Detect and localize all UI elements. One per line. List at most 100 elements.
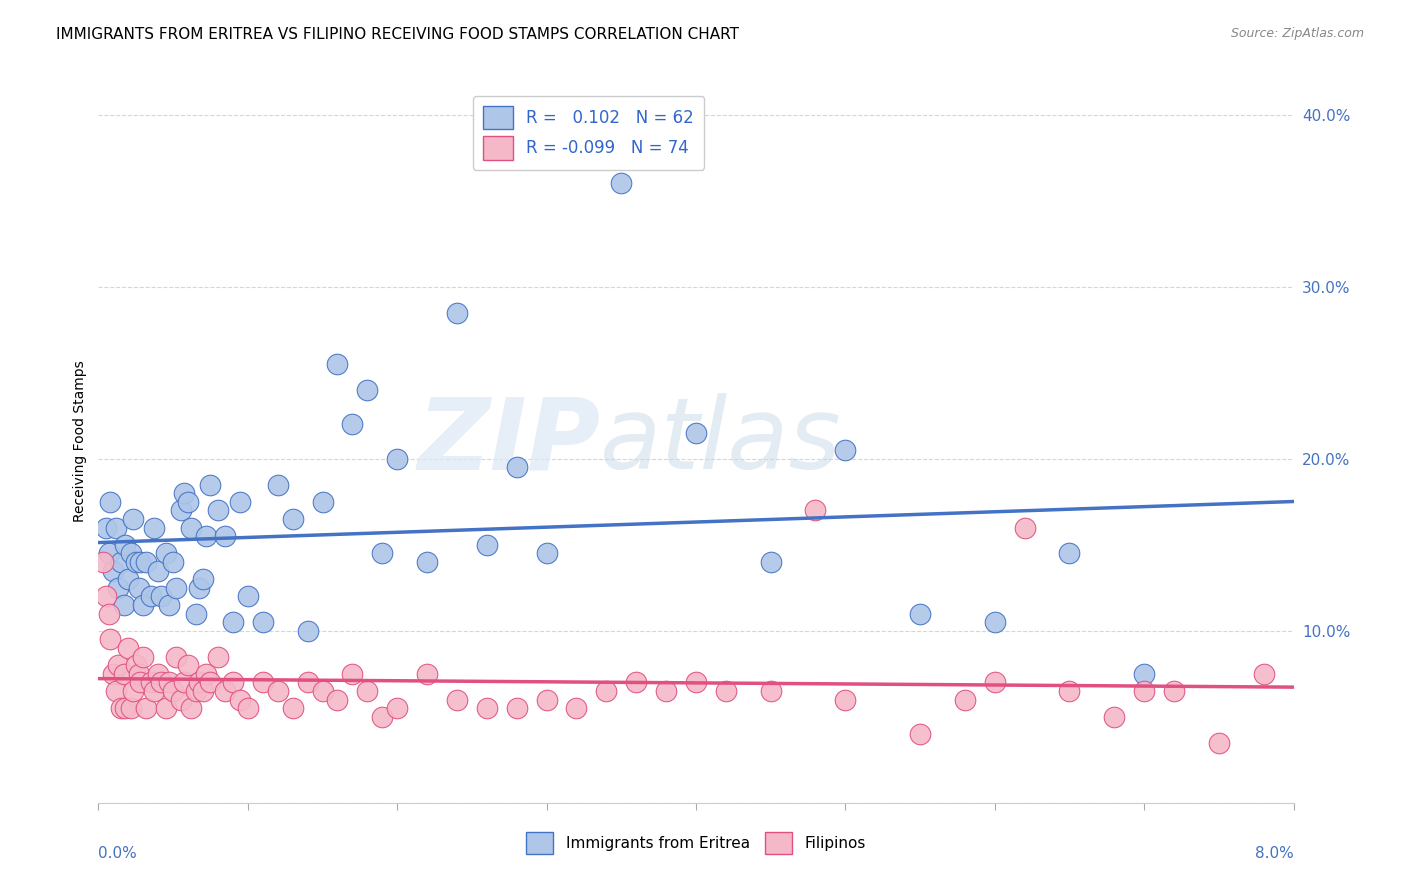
Point (297, 675, 319, 690)
Text: Source: ZipAtlas.com: Source: ZipAtlas.com (1230, 27, 1364, 40)
Point (252, 675, 274, 690)
Point (120, 701, 142, 715)
Point (103, 666, 125, 681)
Point (222, 675, 245, 690)
Point (267, 477, 290, 491)
Point (98, 632, 122, 647)
Point (105, 520, 128, 534)
Point (1253, 666, 1275, 681)
Point (506, 701, 529, 715)
Point (173, 675, 195, 690)
Point (1133, 666, 1156, 681)
Point (236, 590, 259, 604)
Point (759, 555, 782, 569)
Point (112, 666, 135, 681)
Point (536, 546, 558, 560)
Point (128, 581, 150, 595)
Point (150, 590, 173, 604)
Point (162, 684, 184, 698)
Point (107, 658, 129, 673)
Point (103, 564, 125, 578)
Point (297, 624, 319, 638)
Point (385, 451, 409, 466)
Point (148, 666, 170, 681)
Point (125, 555, 148, 569)
Point (117, 640, 139, 655)
Point (125, 658, 148, 673)
Point (97, 607, 120, 621)
Point (180, 701, 202, 715)
Point (207, 503, 229, 517)
Point (416, 555, 439, 569)
Text: 0.0%: 0.0% (98, 847, 138, 861)
Point (371, 710, 394, 724)
Point (173, 486, 195, 500)
Point (610, 177, 633, 191)
Point (150, 675, 173, 690)
Point (1163, 684, 1185, 698)
Text: ZIP: ZIP (418, 393, 600, 490)
Point (252, 615, 274, 630)
Point (187, 675, 209, 690)
Point (984, 615, 1007, 630)
Point (187, 581, 209, 595)
Point (128, 666, 150, 681)
Point (112, 598, 135, 612)
Point (110, 555, 132, 569)
Point (195, 529, 218, 543)
Point (200, 477, 222, 491)
Text: 8.0%: 8.0% (1254, 847, 1294, 861)
Point (342, 666, 364, 681)
Point (908, 727, 931, 741)
Point (165, 581, 187, 595)
Point (356, 383, 378, 397)
Point (155, 701, 177, 715)
Point (120, 546, 142, 560)
Y-axis label: Receiving Food Stamps: Receiving Food Stamps (73, 360, 87, 523)
Point (107, 581, 129, 595)
Point (595, 684, 617, 698)
Point (117, 572, 139, 586)
Point (506, 460, 529, 475)
Point (207, 649, 229, 664)
Point (180, 520, 202, 534)
Point (139, 590, 162, 604)
Point (132, 598, 155, 612)
Point (162, 555, 184, 569)
Point (129, 555, 152, 569)
Point (94, 590, 117, 604)
Point (1059, 546, 1081, 560)
Point (267, 684, 290, 698)
Point (714, 684, 737, 698)
Point (105, 684, 128, 698)
Point (1133, 684, 1156, 698)
Point (165, 649, 187, 664)
Point (908, 607, 931, 621)
Point (214, 529, 236, 543)
Point (148, 564, 170, 578)
Point (326, 692, 349, 706)
Point (184, 607, 207, 621)
Point (135, 555, 157, 569)
Legend: Immigrants from Eritrea, Filipinos: Immigrants from Eritrea, Filipinos (520, 826, 872, 860)
Point (169, 503, 191, 517)
Point (97, 546, 120, 560)
Point (184, 684, 207, 698)
Point (685, 675, 707, 690)
Text: IMMIGRANTS FROM ERITREA VS FILIPINO RECEIVING FOOD STAMPS CORRELATION CHART: IMMIGRANTS FROM ERITREA VS FILIPINO RECE… (56, 27, 740, 42)
Point (446, 305, 468, 319)
Point (142, 520, 165, 534)
Point (371, 546, 394, 560)
Point (984, 675, 1007, 690)
Point (1059, 684, 1081, 698)
Point (1014, 520, 1036, 534)
Point (135, 701, 157, 715)
Point (195, 666, 218, 681)
Point (446, 692, 468, 706)
Point (416, 666, 439, 681)
Point (177, 494, 200, 508)
Point (655, 684, 678, 698)
Point (804, 503, 827, 517)
Point (110, 701, 132, 715)
Point (139, 675, 162, 690)
